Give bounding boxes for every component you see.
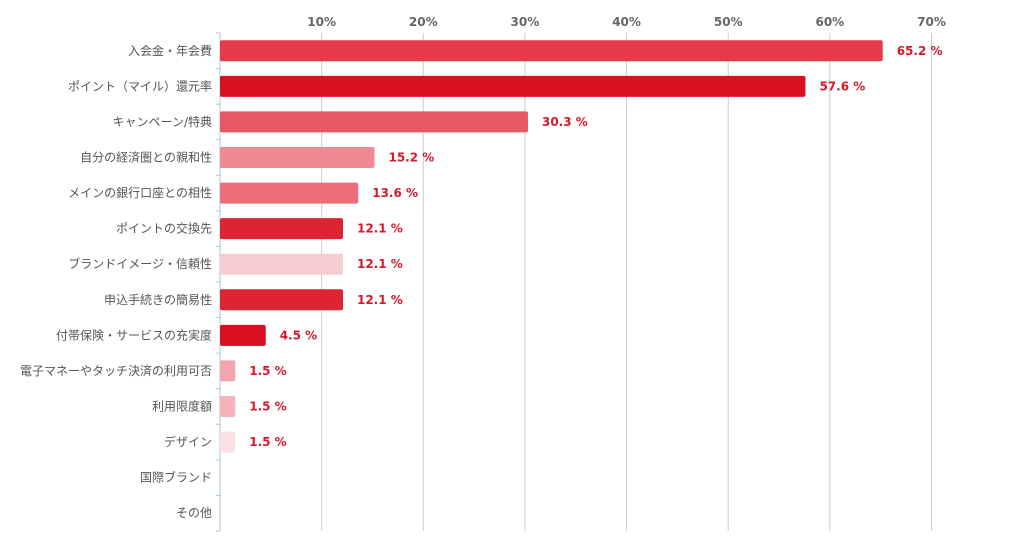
value-label: 1.5 % (249, 400, 286, 414)
x-tick-label: 60% (815, 15, 844, 29)
category-label: 申込手続きの簡易性 (104, 292, 212, 307)
bar (220, 431, 236, 453)
bar (220, 111, 528, 133)
value-label: 12.1 % (357, 222, 403, 236)
value-label: 12.1 % (357, 257, 403, 271)
bar (220, 396, 236, 417)
category-label: 入会金・年会費 (128, 43, 212, 58)
bar (220, 218, 343, 240)
category-label: メインの銀行口座との相性 (68, 185, 212, 200)
bar (220, 182, 359, 204)
value-label: 13.6 % (372, 186, 418, 200)
category-label: 自分の経済圏との親和性 (80, 150, 212, 165)
value-label: 1.5 % (249, 364, 286, 378)
category-label: ポイント（マイル）還元率 (68, 78, 212, 93)
value-label: 15.2 % (388, 151, 434, 165)
value-label: 4.5 % (280, 328, 317, 342)
x-tick-label: 20% (409, 15, 438, 29)
category-label: デザイン (164, 434, 212, 449)
x-tick-label: 10% (307, 15, 336, 29)
value-label: 12.1 % (357, 293, 403, 307)
category-label: 国際ブランド (140, 470, 212, 485)
bar (220, 360, 236, 382)
value-label: 57.6 % (819, 79, 865, 93)
category-label: ブランドイメージ・信頼性 (68, 256, 212, 271)
value-label: 65.2 % (897, 44, 943, 58)
bar (220, 40, 883, 62)
x-tick-label: 70% (917, 15, 946, 29)
category-label: 付帯保険・サービスの充実度 (56, 327, 212, 342)
value-label: 1.5 % (249, 435, 286, 449)
bar (220, 253, 343, 275)
category-label: ポイントの交換先 (116, 221, 212, 236)
x-tick-label: 30% (511, 15, 540, 29)
category-label: 利用限度額 (152, 399, 212, 414)
bar (220, 324, 266, 346)
category-label: 電子マネーやタッチ決済の利用可否 (20, 363, 212, 378)
bar (220, 75, 806, 97)
x-tick-label: 50% (714, 15, 743, 29)
x-tick-label: 40% (612, 15, 641, 29)
bar (220, 147, 375, 168)
category-label: キャンペーン/特典 (113, 114, 212, 129)
value-label: 30.3 % (542, 115, 588, 129)
bar (220, 289, 343, 311)
category-label: その他 (176, 506, 212, 520)
